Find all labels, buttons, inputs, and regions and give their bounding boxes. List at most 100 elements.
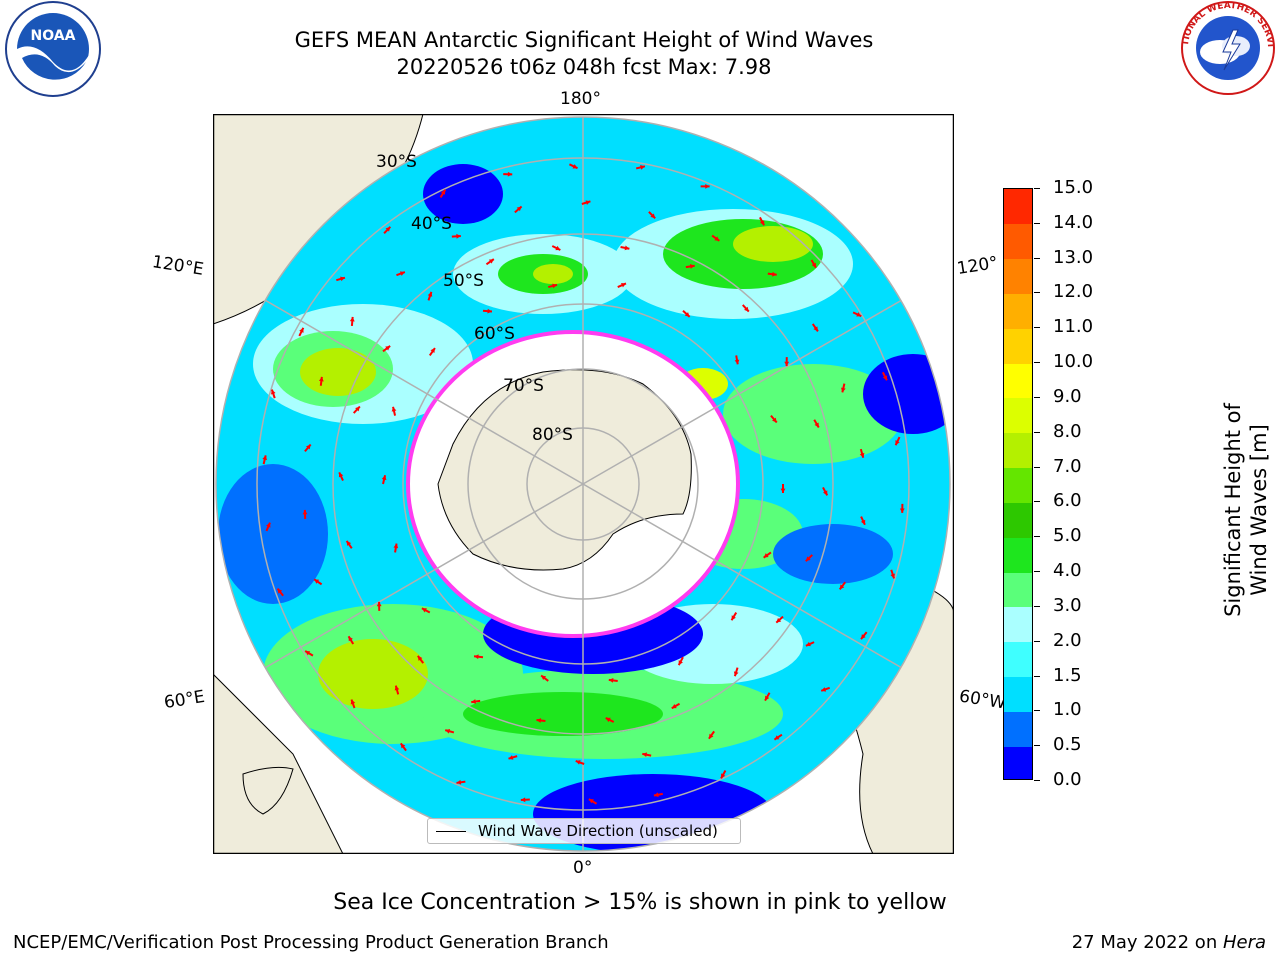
wave-direction-arrowhead: [536, 718, 542, 723]
colorbar-tick-label: 14.0: [1053, 211, 1094, 233]
wave-direction-arrowhead: [744, 306, 749, 312]
wave-direction-arrowhead: [302, 509, 308, 515]
lat-label-70s: 70°S: [503, 376, 544, 396]
wave-direction-arrowhead: [516, 206, 522, 212]
wave-direction-arrowhead: [271, 389, 276, 395]
colorbar-tick-mark: [1034, 257, 1040, 259]
wave-direction-arrowhead: [445, 728, 451, 734]
wave-direction-arrowhead: [385, 345, 391, 351]
lon-label-60w: 60°W: [957, 686, 1008, 714]
wave-direction-arrowhead: [624, 245, 630, 251]
wave-direction-arrowhead: [305, 651, 311, 656]
wave-direction-arrowhead: [859, 452, 865, 458]
wave-direction-arrowhead: [860, 519, 866, 525]
colorbar-tick-mark: [1034, 396, 1040, 398]
colorbar-tick-label: 15.0: [1053, 177, 1094, 198]
wave-direction-arrowhead: [306, 444, 311, 450]
longitude-grid: [216, 117, 950, 851]
wave-direction-arrowhead: [381, 475, 387, 481]
wave-direction-arrowhead: [814, 422, 819, 428]
wave-direction-arrowhead: [520, 797, 526, 803]
wave-direction-arrowhead: [262, 455, 268, 461]
credit-date-text: 27 May 2022 on: [1071, 932, 1223, 953]
wave-direction-arrowhead: [507, 171, 513, 177]
colorbar-tick-label: 10.0: [1053, 351, 1094, 373]
wave-direction-arrowhead: [421, 608, 427, 613]
wave-direction-arrowhead: [299, 327, 304, 333]
wave-direction-arrowhead: [708, 733, 714, 739]
wave-direction-arrowhead: [346, 540, 352, 546]
wave-direction-arrowhead: [430, 348, 435, 354]
colorbar-segment: [1004, 537, 1032, 573]
wave-direction-arrowhead: [714, 236, 720, 241]
wave-direction-arrowhead: [585, 200, 591, 205]
wave-direction-arrowhead: [839, 584, 845, 590]
colorbar-tick-mark: [1034, 640, 1040, 642]
wave-direction-arrowhead: [355, 406, 360, 412]
wave-direction-arrowhead: [488, 259, 494, 264]
wave-direction-arrowhead: [555, 245, 561, 251]
wave-direction-arrowhead: [759, 220, 765, 226]
colorbar-tick-mark: [1034, 188, 1040, 189]
lat-label-50s: 50°S: [443, 271, 484, 291]
lon-label-0: 0°: [573, 858, 593, 878]
colorbar-segment: [1004, 397, 1032, 434]
wave-direction-arrowhead: [348, 636, 353, 642]
legend-line-swatch: [436, 831, 466, 832]
colorbar-tick-label: 3.0: [1053, 594, 1082, 616]
wave-field: [218, 164, 950, 851]
wave-direction-arrowhead: [474, 654, 479, 660]
colorbar-segment: [1004, 502, 1032, 538]
wave-direction-arrowhead: [678, 660, 683, 666]
colorbar-segment: [1004, 711, 1032, 747]
wave-direction-arrowhead: [899, 508, 905, 513]
wave-direction-arrowhead: [394, 685, 400, 691]
wave-direction-arrowhead: [813, 326, 818, 332]
wave-direction-arrowhead: [642, 752, 648, 758]
wave-direction-arrowhead: [731, 615, 736, 621]
wave-direction-arrowhead: [399, 271, 405, 276]
colorbar-segment: [1004, 606, 1032, 643]
land-africa: [213, 673, 344, 854]
wind-wave-arrows: [262, 163, 905, 805]
lat-label-30s: 30°S: [376, 152, 417, 172]
wave-direction-arrowhead: [895, 440, 900, 446]
wave-direction-arrowhead: [774, 735, 780, 740]
colorbar-segment: [1004, 258, 1032, 294]
wave-direction-arrowhead: [471, 699, 476, 704]
colorbar-segment: [1004, 676, 1032, 712]
wave-direction-arrowhead: [314, 579, 320, 584]
noaa-logo: NOAA: [5, 1, 101, 97]
wave-direction-arrowhead: [776, 617, 782, 623]
colorbar-tick-mark: [1034, 780, 1040, 781]
wave-direction-arrowhead: [805, 641, 811, 647]
colorbar-tick-label: 8.0: [1053, 420, 1082, 442]
lat-label-60s: 60°S: [474, 324, 515, 344]
wave-direction-arrowhead: [856, 312, 862, 317]
wave-direction-arrowhead: [350, 699, 356, 705]
polar-map: [213, 114, 954, 854]
colorbar-tick-mark: [1034, 710, 1040, 712]
colorbar-segment: [1004, 223, 1032, 260]
land-madagascar: [242, 766, 294, 815]
wave-direction-arrowhead: [277, 588, 283, 594]
wave-direction-arrowhead: [811, 262, 816, 268]
credit-host: Hera: [1222, 932, 1266, 953]
colorbar-segment: [1004, 572, 1032, 608]
colorbar-tick-label: 1.0: [1053, 699, 1082, 721]
wave-direction-arrowhead: [349, 316, 355, 322]
colorbar-tick-mark: [1034, 605, 1040, 607]
wave-direction-arrowhead: [605, 717, 611, 723]
colorbar-tick-label: 4.0: [1053, 560, 1082, 582]
colorbar-segment: [1004, 189, 1032, 225]
wave-direction-arrowhead: [882, 375, 888, 381]
colorbar-segment: [1004, 746, 1032, 779]
colorbar-tick-mark: [1034, 536, 1040, 538]
wave-direction-arrowhead: [541, 675, 547, 681]
wave-direction-arrowhead: [427, 291, 433, 297]
wave-direction-arrowhead: [456, 779, 462, 785]
colorbar-tick-label: 7.0: [1053, 455, 1082, 477]
legend-label: Wind Wave Direction (unscaled): [478, 822, 718, 840]
colorbar-tick-label: 1.5: [1053, 664, 1082, 686]
wave-direction-arrowhead: [417, 655, 423, 661]
